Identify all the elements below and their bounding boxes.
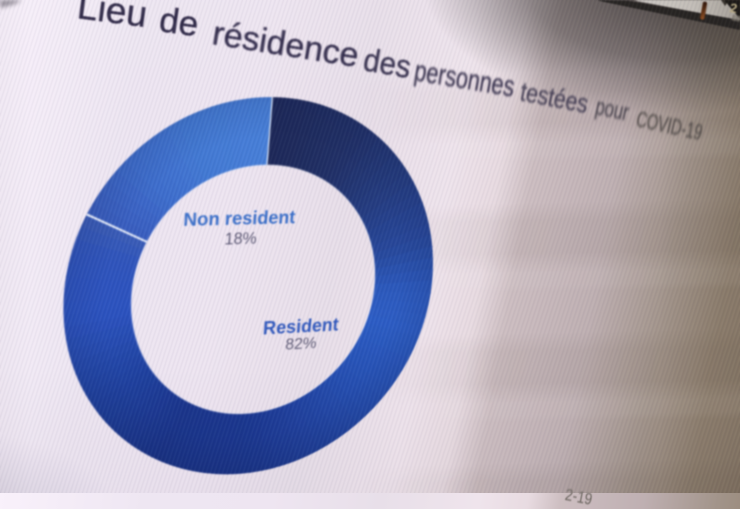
svg-text:2: 2 — [729, 0, 739, 16]
